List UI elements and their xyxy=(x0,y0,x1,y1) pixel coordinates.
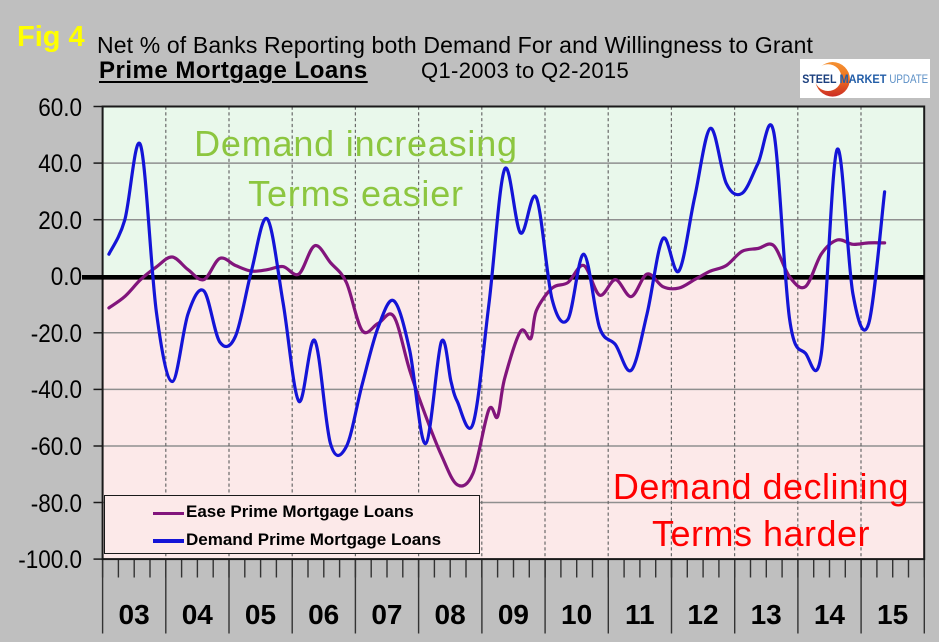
svg-text:MARKET: MARKET xyxy=(839,72,887,86)
svg-text:UPDATE: UPDATE xyxy=(889,72,928,86)
svg-text:STEEL: STEEL xyxy=(802,72,836,86)
